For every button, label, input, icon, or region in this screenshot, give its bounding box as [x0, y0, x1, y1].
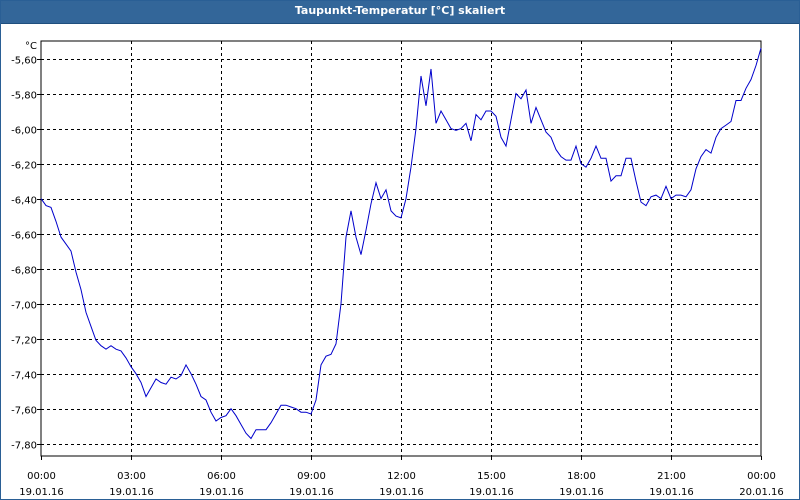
- x-tick-label-date: 20.01.16: [739, 487, 784, 498]
- x-tick-label-time: 15:00: [477, 471, 506, 482]
- x-tick-label-time: 03:00: [117, 471, 146, 482]
- title-bar: Taupunkt-Temperatur [°C] skaliert: [1, 1, 799, 24]
- y-tick-label: -6,60: [11, 231, 37, 242]
- x-tick-label-time: 12:00: [387, 471, 416, 482]
- y-tick-label: -5,60: [11, 56, 37, 67]
- y-tick-label: -6,20: [11, 161, 37, 172]
- x-tick-label-time: 06:00: [207, 471, 236, 482]
- label-layer: -5,60 -5,80 -6,00 -6,20 -6,40 -6,60 -6,80 -7,00…: [11, 41, 784, 498]
- y-tick-label: -6,40: [11, 196, 37, 207]
- y-tick-label: -7,40: [11, 371, 37, 382]
- x-tick-label-date: 19.01.16: [19, 487, 64, 498]
- series-layer: [40, 47, 762, 440]
- x-tick-label-time: 09:00: [297, 471, 326, 482]
- x-tick-label-date: 19.01.16: [289, 487, 334, 498]
- y-tick-label: -7,20: [11, 336, 37, 347]
- x-tick-label-time: 18:00: [567, 471, 596, 482]
- y-tick-label: -7,80: [11, 441, 37, 452]
- x-tick-label-time: 21:00: [657, 471, 686, 482]
- y-tick-label: -5,80: [11, 91, 37, 102]
- y-tick-label: -7,60: [11, 406, 37, 417]
- y-tick-label: -6,80: [11, 266, 37, 277]
- y-tick-label: -7,00: [11, 301, 37, 312]
- x-tick-label-date: 19.01.16: [379, 487, 424, 498]
- x-tick-label-time: 00:00: [747, 471, 776, 482]
- y-tick-label: -6,00: [11, 126, 37, 137]
- x-tick-label-date: 19.01.16: [559, 487, 604, 498]
- grid-layer: [41, 41, 761, 456]
- x-tick-label-date: 19.01.16: [199, 487, 244, 498]
- window-title: Taupunkt-Temperatur [°C] skaliert: [294, 4, 506, 17]
- x-tick-label-date: 19.01.16: [109, 487, 154, 498]
- x-tick-label-time: 00:00: [27, 471, 56, 482]
- series-line: [40, 47, 762, 440]
- x-tick-label-date: 19.01.16: [469, 487, 514, 498]
- axis-layer: [37, 40, 762, 460]
- x-tick-label-date: 19.01.16: [649, 487, 694, 498]
- y-axis-unit-label: °C: [25, 41, 37, 52]
